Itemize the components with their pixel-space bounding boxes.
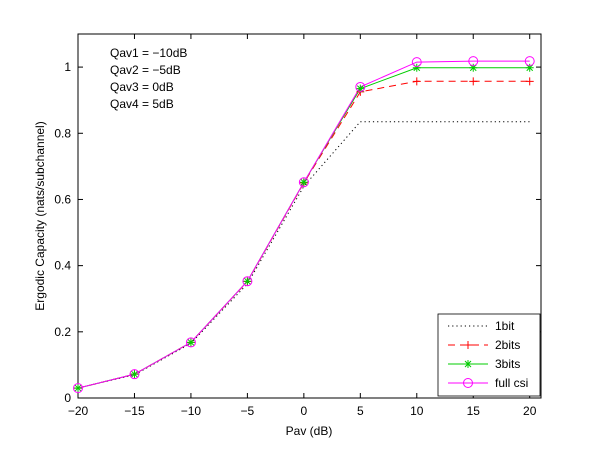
data-point-3bits	[186, 338, 195, 347]
annotation-qav3: Qav3 = 0dB	[110, 80, 174, 94]
y-tick-label: 0.2	[54, 325, 71, 339]
annotation-qav2: Qav2 = −5dB	[110, 63, 181, 77]
x-tick-label: −5	[241, 404, 255, 418]
y-tick-label: 0.4	[54, 259, 71, 273]
data-point-3bits	[74, 384, 82, 393]
data-point-3bits	[299, 178, 308, 187]
legend-label-1bit: 1bit	[495, 319, 515, 333]
x-tick-label: 0	[301, 404, 308, 418]
data-point-2bits	[412, 77, 421, 86]
data-point-2bits	[525, 77, 534, 86]
data-point-3bits	[243, 277, 252, 286]
legend-label-2bits: 2bits	[495, 338, 520, 352]
x-tick-label: −20	[68, 404, 89, 418]
data-point-full-csi	[73, 383, 83, 394]
data-point-3bits	[130, 370, 139, 379]
legend-samples	[448, 325, 488, 388]
legend: 1bit 2bits 3bits full csi	[437, 313, 541, 397]
annotation-qav4: Qav4 = 5dB	[110, 97, 174, 111]
annotation-block: Qav1 = −10dB Qav2 = −5dB Qav3 = 0dB Qav4…	[110, 46, 187, 111]
series-line-2bits	[77, 80, 530, 389]
data-point-full-csi	[468, 56, 479, 67]
data-point-3bits	[356, 84, 365, 93]
data-point-full-csi	[242, 276, 253, 287]
y-tick-label: 0.8	[54, 126, 71, 140]
legend-label-3bits: 3bits	[495, 357, 520, 371]
legend-label-full-csi: full csi	[495, 376, 528, 390]
x-tick-label: 10	[410, 404, 424, 418]
x-tick-label: 15	[467, 404, 481, 418]
data-point-full-csi	[411, 57, 422, 68]
y-tick-label: 0.6	[54, 192, 71, 206]
legend-box	[437, 313, 541, 397]
data-point-full-csi	[524, 56, 535, 67]
x-axis-label: Pav (dB)	[286, 424, 333, 438]
data-point-full-csi	[298, 177, 309, 188]
annotation-qav1: Qav1 = −10dB	[110, 46, 187, 60]
data-point-3bits	[469, 63, 478, 72]
legend-sample-marker-3bits	[464, 360, 472, 368]
x-tick-label: −10	[181, 404, 202, 418]
data-point-full-csi	[129, 369, 140, 380]
x-tick-label: 20	[523, 404, 537, 418]
legend-sample-marker-2bits	[464, 341, 472, 349]
data-point-3bits	[412, 63, 421, 72]
legend-sample-marker-full-csi	[463, 378, 473, 388]
y-tick-label: 1	[64, 60, 71, 74]
data-point-3bits	[525, 63, 534, 72]
y-axis-label: Ergodic Capacity (nats/subchannel)	[33, 121, 47, 310]
axis-ticks: −20 −15 −10 −5 0 5 10 15 20 0 0.2 0.4 0.6 0.8 1	[54, 34, 541, 418]
data-point-2bits	[469, 77, 478, 86]
series-markers	[73, 56, 535, 394]
x-tick-label: −15	[124, 404, 145, 418]
y-tick-label: 0	[64, 391, 71, 405]
data-point-full-csi	[185, 337, 196, 348]
x-tick-label: 5	[357, 404, 364, 418]
data-point-full-csi	[355, 81, 366, 92]
